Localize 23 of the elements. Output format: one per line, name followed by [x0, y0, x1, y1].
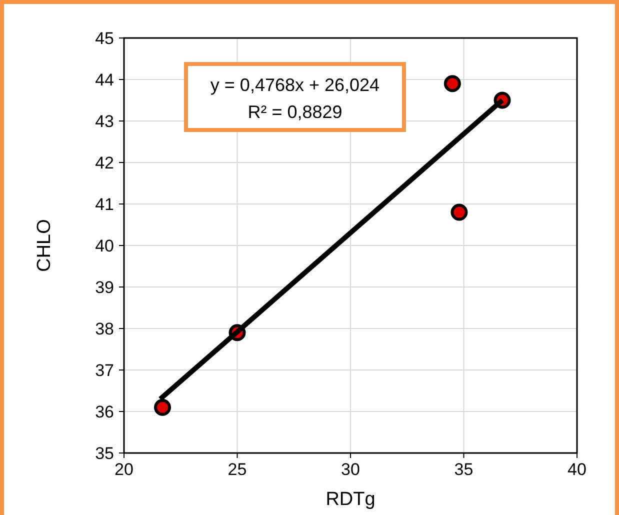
x-tick-label: 35	[454, 460, 474, 479]
y-tick-label: 39	[95, 278, 114, 297]
y-tick-label: 40	[95, 236, 114, 256]
point	[444, 75, 461, 92]
point	[154, 398, 172, 416]
y-tick-label: 41	[95, 195, 114, 214]
x-tick-label: 30	[341, 460, 360, 479]
y-tick-label: 43	[95, 112, 114, 131]
y-tick-label: 44	[95, 70, 114, 90]
y-tick-label: 35	[95, 444, 114, 463]
y-tick-label: 42	[95, 154, 114, 172]
x-tick-label: 40	[568, 460, 586, 479]
point	[450, 204, 468, 221]
y-axis-title: CHLO	[34, 219, 55, 272]
y-tick-label: 36	[95, 402, 114, 422]
x-tick-label: 25	[228, 460, 247, 479]
x-axis-title: RDTg	[326, 489, 376, 510]
x-tick-label: 20	[114, 460, 134, 479]
y-tick-label: 37	[95, 361, 114, 380]
y-tick-label: 45	[95, 29, 114, 48]
annotation: y = 0,4768x + 26,024	[210, 75, 380, 95]
annotation: R² = 0,8829	[248, 102, 342, 122]
y-tick-label: 38	[95, 320, 114, 338]
